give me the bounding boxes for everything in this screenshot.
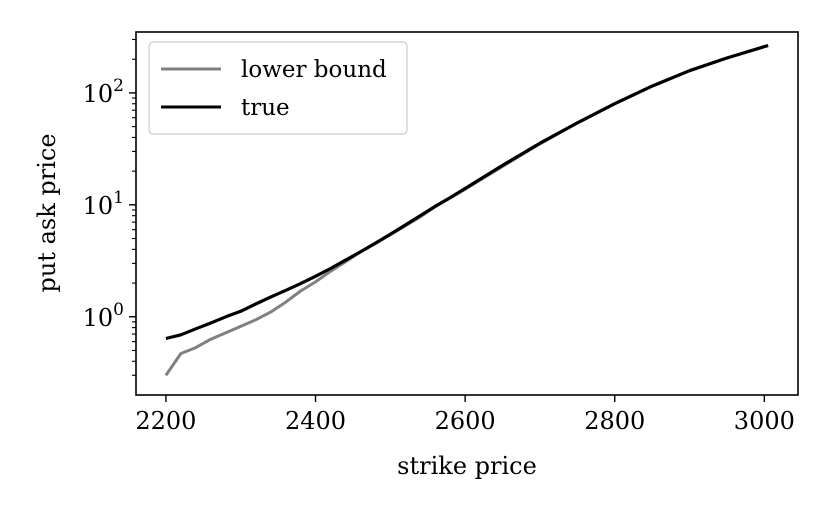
series-layer	[164, 43, 769, 377]
y-tick-label: 101	[83, 188, 124, 220]
series-line-true	[165, 43, 769, 341]
x-tick-label: 2200	[135, 407, 196, 435]
y-axis-label: put ask price	[33, 133, 61, 292]
x-tick-label: 3000	[734, 407, 795, 435]
x-tick-label: 2800	[584, 407, 645, 435]
legend-label-lower-bound: lower bound	[241, 57, 387, 83]
legend: lower bound true	[148, 41, 408, 135]
legend-box	[148, 41, 408, 135]
y-tick-label: 100	[83, 300, 124, 332]
y-tick-label: 102	[83, 76, 124, 108]
x-axis-label: strike price	[397, 452, 537, 480]
x-tick-label: 2600	[435, 407, 496, 435]
plot-frame	[135, 31, 799, 396]
x-axis: 2200 2400 2600 2800 3000	[135, 395, 795, 435]
legend-label-true: true	[241, 95, 290, 121]
x-tick-label: 2400	[285, 407, 346, 435]
y-axis: 100 101 102	[83, 38, 136, 376]
